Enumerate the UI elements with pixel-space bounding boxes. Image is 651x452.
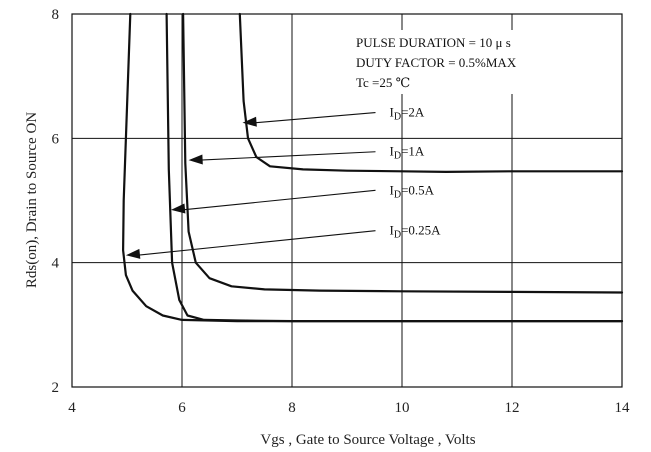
series-label-1: ID=1A bbox=[390, 144, 425, 162]
note-pulse-duration: PULSE DURATION = 10 μ s bbox=[356, 35, 511, 50]
y-tick-label-1: 4 bbox=[52, 256, 60, 272]
series-line-1 bbox=[182, 12, 624, 294]
series-line-3 bbox=[121, 12, 624, 323]
y-tick-label-2: 6 bbox=[52, 131, 60, 147]
series-arrow-head-3 bbox=[125, 248, 141, 259]
series-labels: ID=2A ID=1A ID=0.5A ID=0.25A bbox=[390, 105, 442, 241]
series-label-0: ID=2A bbox=[390, 105, 425, 123]
x-tick-label-3: 10 bbox=[395, 400, 410, 416]
x-tick-label-0: 4 bbox=[68, 400, 76, 416]
y-tick-label-0: 2 bbox=[52, 380, 60, 396]
series-curves bbox=[121, 12, 624, 323]
series-line-0 bbox=[238, 12, 624, 173]
label-arrows bbox=[125, 112, 376, 259]
note-case-temperature: Tc =25 ℃ bbox=[356, 75, 410, 90]
test-conditions-note: PULSE DURATION = 10 μ s DUTY FACTOR = 0.… bbox=[352, 30, 592, 94]
series-arrow-head-0 bbox=[242, 116, 257, 127]
x-tick-label-5: 14 bbox=[615, 400, 631, 416]
series-arrow-line-0 bbox=[254, 112, 376, 124]
x-tick-label-4: 12 bbox=[505, 400, 520, 416]
series-label-3: ID=0.25A bbox=[390, 223, 442, 241]
note-background bbox=[352, 30, 592, 94]
y-tick-label-3: 8 bbox=[52, 7, 60, 23]
series-arrow-line-3 bbox=[137, 230, 376, 256]
series-label-2: ID=0.5A bbox=[390, 182, 435, 200]
note-duty-factor: DUTY FACTOR = 0.5%MAX bbox=[356, 55, 517, 70]
y-axis-title: Rds(on), Drain to Source ON bbox=[24, 112, 40, 288]
series-arrow-line-2 bbox=[182, 189, 376, 211]
series-arrow-head-2 bbox=[171, 203, 186, 214]
plot-frame bbox=[71, 13, 623, 388]
x-tick-label-1: 6 bbox=[178, 400, 186, 416]
series-arrow-head-1 bbox=[188, 154, 203, 165]
series-arrow-line-1 bbox=[200, 151, 376, 161]
x-axis-title: Vgs , Gate to Source Voltage , Volts bbox=[260, 432, 475, 448]
x-tick-label-2: 8 bbox=[288, 400, 296, 416]
